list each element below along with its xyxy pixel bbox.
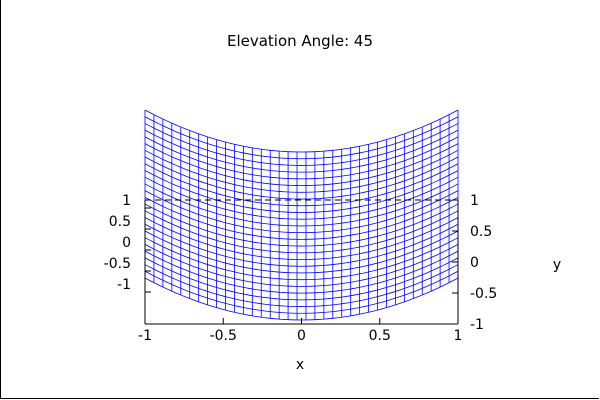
surface-line-y (144, 203, 459, 247)
surface-line-y (144, 237, 459, 281)
surface-line-y (144, 257, 459, 301)
surface-line-y (144, 197, 459, 240)
x-tick-label: -0.5 (210, 328, 237, 344)
surface-line-y (144, 176, 459, 220)
z-tick-label: 0 (122, 235, 131, 251)
y-tick-label: -0.5 (470, 286, 497, 302)
y-axis-label: y (553, 257, 561, 273)
y-tick-label: 1 (470, 193, 479, 209)
z-axis-ticks: 1 0.5 0 -0.5 -1 (104, 193, 151, 293)
surface-line-y (144, 217, 459, 260)
y-axis-ticks: -1 -0.5 0 0.5 1 (452, 193, 497, 333)
surface-line-y (144, 123, 459, 166)
chart-title: Elevation Angle: 45 (227, 32, 373, 50)
surface-line-y (144, 136, 459, 180)
y-tick-label: 0.5 (470, 224, 492, 240)
z-tick-label: 0.5 (109, 214, 131, 230)
surface-line-y (144, 129, 459, 173)
surface-mesh (144, 109, 459, 321)
surface-line-y (144, 210, 459, 254)
surface-line-y (144, 156, 459, 200)
x-tick-label: 0 (297, 328, 306, 344)
surface-line-y (144, 270, 459, 314)
x-tick-label: 0.5 (369, 328, 391, 344)
surface-line-y (144, 230, 459, 274)
x-tick-label: -1 (138, 328, 152, 344)
surface-line-y (144, 109, 459, 153)
surface-line-y (144, 143, 459, 187)
surface-line-y (144, 183, 459, 227)
surface-line-y (144, 190, 459, 234)
surface-line-y (144, 170, 459, 213)
surface-line-y (144, 250, 459, 294)
surface-line-y (144, 163, 459, 207)
z-tick-label: -0.5 (104, 256, 131, 272)
y-tick-label: -1 (470, 317, 484, 333)
x-tick-label: 1 (454, 328, 463, 344)
surface-line-y (144, 116, 459, 160)
z-tick-label: -1 (117, 277, 131, 293)
x-axis-label: x (296, 357, 304, 373)
surface-line-y (144, 277, 459, 321)
z-tick-label: 1 (122, 193, 131, 209)
surface-line-y (144, 223, 459, 267)
surface-line-y (144, 264, 459, 307)
y-tick-label: 0 (470, 255, 479, 271)
x-axis-ticks: -1 -0.5 0 0.5 1 (138, 318, 462, 344)
surface-line-y (144, 244, 459, 287)
surface-line-y (144, 149, 459, 193)
